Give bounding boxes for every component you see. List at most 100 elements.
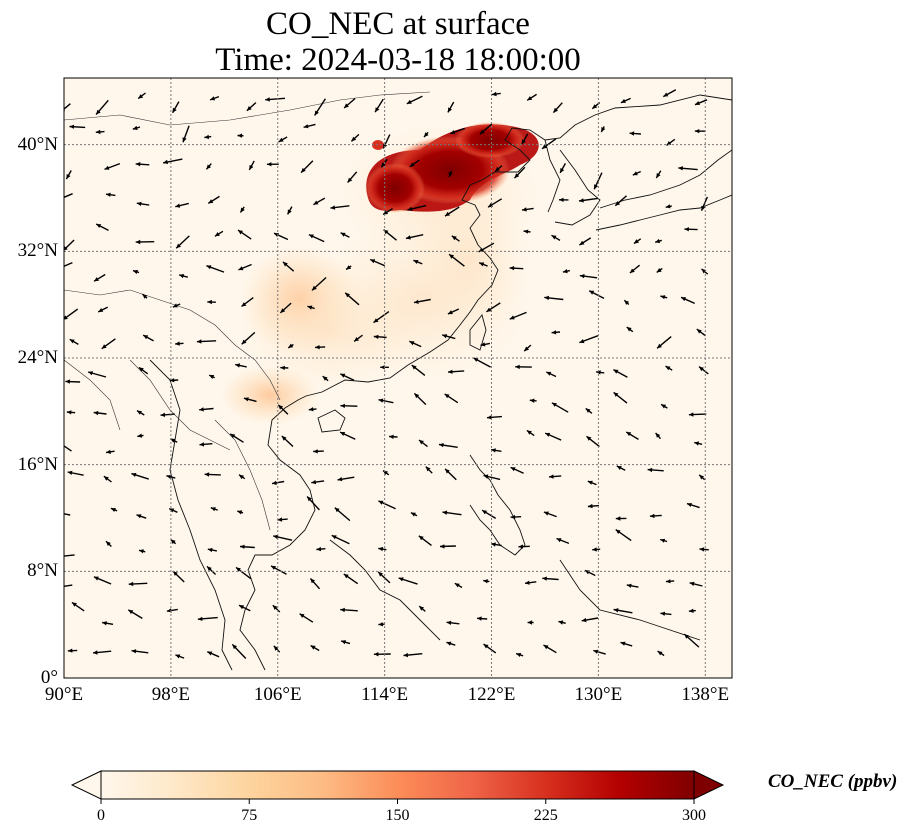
wind-arrow-head [626, 583, 632, 588]
wind-arrow-head [616, 466, 622, 470]
wind-arrow-head [378, 571, 383, 577]
wind-arrow-head [527, 96, 533, 101]
wind-arrow-head [101, 344, 107, 349]
wind-arrow-head [545, 432, 551, 437]
wind-arrow-head [694, 129, 700, 134]
wind-arrow-head [345, 292, 350, 298]
wind-arrow-head [314, 110, 319, 116]
wind-arrow-head [241, 302, 247, 307]
wind-arrow-head [370, 259, 376, 264]
wind-arrow-head [378, 622, 384, 627]
wind-arrow-head [615, 516, 621, 521]
wind-arrow-head [210, 507, 216, 512]
wind-arrow-head [596, 370, 601, 375]
wind-arrow-head [689, 581, 695, 586]
wind-arrow-head [166, 474, 172, 479]
wind-arrow [64, 193, 73, 199]
wind-arrow-head [163, 159, 168, 165]
wind-arrow-head [473, 357, 479, 362]
wind-arrow-head [398, 577, 404, 582]
wind-arrow-head [287, 209, 292, 215]
wind-arrow-head [266, 162, 272, 167]
wind-arrow-head [514, 173, 520, 179]
wind-arrow [64, 261, 73, 268]
wind-arrow-head [246, 106, 252, 111]
latitude-tick-label: 24°N [17, 347, 58, 368]
wind-arrow-head [479, 262, 485, 267]
wind-arrow-head [106, 449, 111, 454]
wind-arrow-head [303, 124, 309, 129]
wind-arrow-head [425, 466, 431, 472]
wind-arrow-head [620, 641, 626, 646]
wind-arrow-head [133, 269, 138, 275]
wind-arrow-head [209, 375, 215, 379]
wind-arrow-head [450, 130, 456, 135]
colorbar-extend-min [70, 770, 102, 800]
wind-arrow-head [454, 583, 460, 588]
wind-arrow-head [240, 207, 245, 213]
wind-arrow-head [232, 644, 237, 650]
wind-arrow-head [57, 196, 62, 200]
wind-arrow-head [175, 341, 180, 346]
wind-arrow-head [446, 641, 452, 646]
wind-arrow-head [182, 137, 187, 143]
latitude-tick-label: 40°N [17, 133, 58, 155]
wind-arrow-head [340, 432, 346, 436]
wind-arrow-head [66, 410, 72, 415]
wind-arrow-head [542, 576, 547, 581]
wind-arrow-head [313, 200, 319, 205]
wind-arrow-head [280, 365, 285, 370]
wind-arrow-head [313, 449, 318, 454]
wind-arrow-head [128, 581, 134, 587]
wind-arrow-head [483, 474, 489, 479]
wind-arrow-head [699, 366, 704, 372]
wind-arrow-head [491, 542, 496, 547]
wind-arrow-head [64, 246, 68, 251]
wind-arrow-head [337, 477, 343, 482]
wind-arrow-head [280, 308, 286, 313]
wind-arrow-head [414, 299, 419, 304]
wind-arrow-head [687, 502, 692, 507]
wind-arrow-head [67, 470, 73, 475]
longitude-tick-label: 98°E [151, 684, 190, 705]
wind-arrow-head [69, 339, 75, 344]
wind-arrow-head [173, 571, 178, 576]
wind-arrow-head [210, 96, 216, 101]
wind-arrow-head [451, 235, 457, 241]
wind-arrow-head [660, 538, 666, 543]
wind-arrow-head [684, 634, 690, 639]
wind-arrow-head [515, 364, 520, 370]
wind-arrow-head [315, 345, 320, 350]
wind-arrow-head [139, 549, 144, 554]
wind-arrow-head [378, 398, 384, 403]
wind-arrow-head [312, 285, 317, 291]
wind-arrow-head [204, 472, 210, 477]
wind-arrow-head [525, 580, 530, 585]
wind-arrow-head [238, 230, 243, 235]
wind-arrow-head [316, 546, 322, 552]
wind-arrow-head [136, 514, 142, 519]
wind-arrow-head [169, 378, 175, 383]
wind-arrow-head [579, 274, 585, 279]
wind-arrow-head [601, 127, 606, 132]
wind-arrow-head [373, 318, 379, 323]
wind-arrow-head [135, 162, 141, 167]
wind-arrow-head [96, 109, 101, 115]
wind-arrow-head [214, 232, 220, 237]
wind-arrow-head [663, 92, 669, 97]
wind-arrow-head [196, 339, 202, 344]
wind-arrow-head [523, 229, 529, 234]
wind-arrow-head [278, 137, 284, 142]
wind-arrow-head [136, 201, 142, 206]
colorbar-tick-label: 150 [385, 807, 410, 824]
wind-arrow-head [381, 162, 386, 168]
wind-vectors [57, 89, 709, 659]
map-title: CO_NEC at surface [266, 6, 530, 42]
wind-arrow-head [378, 546, 384, 552]
wind-arrow-head [439, 443, 444, 448]
longitude-tick-label: 114°E [361, 684, 409, 705]
wind-arrow-head [265, 97, 270, 102]
wind-arrow-head [307, 496, 312, 502]
wind-arrow-head [330, 205, 336, 210]
wind-arrow-head [94, 277, 99, 282]
